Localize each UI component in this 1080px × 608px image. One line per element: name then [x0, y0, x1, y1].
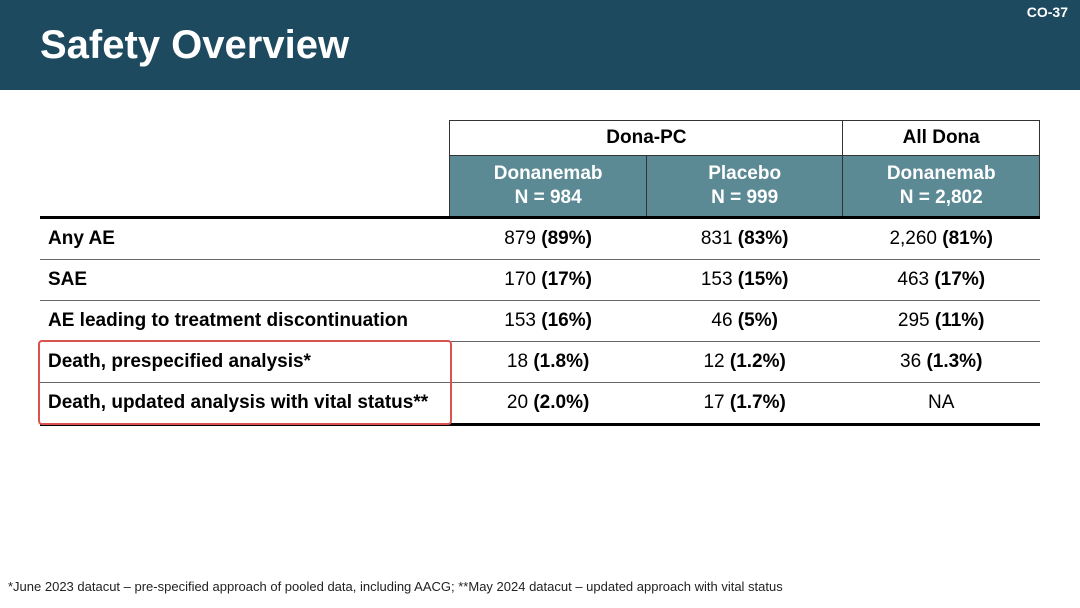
table-row: SAE170 (17%)153 (15%)463 (17%) [40, 259, 1040, 300]
group-header: Dona-PC [450, 121, 843, 156]
header-band: CO-37 Safety Overview [0, 0, 1080, 90]
column-n: N = 2,802 [900, 187, 983, 208]
table-row: Any AE879 (89%)831 (83%)2,260 (81%) [40, 217, 1040, 259]
table-row: Death, updated analysis with vital statu… [40, 382, 1040, 424]
cell-value: 17 (1.7%) [646, 382, 843, 424]
cell-n: 463 [897, 269, 929, 290]
slide-number: CO-37 [1027, 4, 1068, 20]
page-title: Safety Overview [40, 23, 349, 68]
cell-value: NA [843, 382, 1040, 424]
column-header: Donanemab N = 984 [450, 156, 647, 218]
cell-pct: (1.7%) [730, 392, 786, 413]
row-label: Death, prespecified analysis* [40, 341, 450, 382]
cell-value: 295 (11%) [843, 300, 1040, 341]
cell-pct: (81%) [942, 228, 993, 249]
cell-n: 20 [507, 392, 528, 413]
cell-value: 18 (1.8%) [450, 341, 647, 382]
cell-pct: (1.3%) [926, 351, 982, 372]
cell-n: 153 [504, 310, 536, 331]
row-label: AE leading to treatment discontinuation [40, 300, 450, 341]
cell-value: 831 (83%) [646, 217, 843, 259]
cell-n: 12 [703, 351, 724, 372]
cell-pct: (17%) [541, 269, 592, 290]
slide: CO-37 Safety Overview Dona-PCAll Dona Do… [0, 0, 1080, 608]
cell-n: 153 [701, 269, 733, 290]
cell-n: 17 [703, 392, 724, 413]
cell-n: 879 [504, 228, 536, 249]
cell-pct: (83%) [738, 228, 789, 249]
row-label: SAE [40, 259, 450, 300]
cell-n: 36 [900, 351, 921, 372]
column-name: Donanemab [494, 163, 603, 184]
cell-pct: (89%) [541, 228, 592, 249]
cell-value: 20 (2.0%) [450, 382, 647, 424]
cell-value: 463 (17%) [843, 259, 1040, 300]
cell-n: 831 [701, 228, 733, 249]
cell-pct: (15%) [738, 269, 789, 290]
subheader-blank [40, 156, 450, 218]
cell-value: 12 (1.2%) [646, 341, 843, 382]
cell-n: 2,260 [889, 228, 937, 249]
column-name: Placebo [708, 163, 781, 184]
cell-value: 879 (89%) [450, 217, 647, 259]
header-blank [40, 121, 450, 156]
cell-n: 18 [507, 351, 528, 372]
row-label: Death, updated analysis with vital statu… [40, 382, 450, 424]
cell-pct: (17%) [934, 269, 985, 290]
cell-pct: (16%) [541, 310, 592, 331]
table-row: AE leading to treatment discontinuation1… [40, 300, 1040, 341]
cell-n: 46 [711, 310, 732, 331]
cell-pct: (1.8%) [533, 351, 589, 372]
column-header: Donanemab N = 2,802 [843, 156, 1040, 218]
cell-value: 2,260 (81%) [843, 217, 1040, 259]
cell-value: 153 (16%) [450, 300, 647, 341]
column-name: Donanemab [887, 163, 996, 184]
cell-value: 153 (15%) [646, 259, 843, 300]
safety-table: Dona-PCAll Dona Donanemab N = 984 Placebo N… [40, 120, 1040, 426]
group-header: All Dona [843, 121, 1040, 156]
cell-pct: (11%) [935, 310, 985, 331]
column-header: Placebo N = 999 [646, 156, 843, 218]
footnote: *June 2023 datacut – pre-specified appro… [8, 579, 1072, 594]
cell-pct: (5%) [738, 310, 778, 331]
cell-pct: (1.2%) [730, 351, 786, 372]
cell-n: NA [928, 392, 954, 413]
column-n: N = 984 [515, 187, 582, 208]
cell-value: 36 (1.3%) [843, 341, 1040, 382]
column-n: N = 999 [711, 187, 778, 208]
cell-value: 46 (5%) [646, 300, 843, 341]
cell-n: 170 [504, 269, 536, 290]
cell-value: 170 (17%) [450, 259, 647, 300]
table-container: Dona-PCAll Dona Donanemab N = 984 Placebo N… [0, 90, 1080, 426]
cell-n: 295 [898, 310, 930, 331]
cell-pct: (2.0%) [533, 392, 589, 413]
row-label: Any AE [40, 217, 450, 259]
table-row: Death, prespecified analysis*18 (1.8%)12… [40, 341, 1040, 382]
